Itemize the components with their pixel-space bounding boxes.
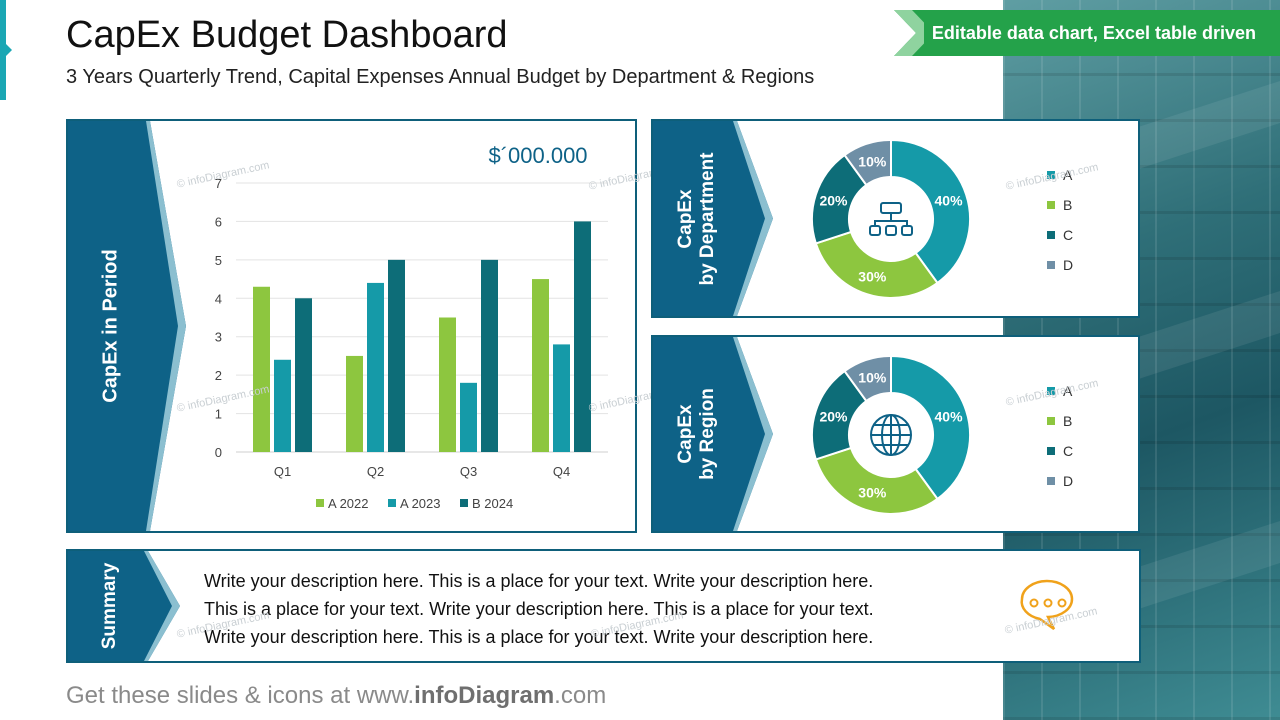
legend-label: A: [1063, 167, 1073, 183]
bar-q2-b-2024: [388, 259, 405, 452]
bar-q2-a-2023: [367, 282, 384, 452]
slice-value-label: 40%: [935, 408, 964, 424]
legend-swatch: [1047, 387, 1055, 395]
bar-q4-a-2023: [553, 344, 570, 452]
x-tick-label: Q2: [367, 464, 384, 479]
y-tick-label: 3: [215, 330, 222, 345]
legend-swatch: [1047, 261, 1055, 269]
legend-swatch: [316, 499, 324, 507]
x-tick-label: Q1: [274, 464, 291, 479]
legend-label: D: [1063, 473, 1073, 489]
y-tick-label: 2: [215, 368, 222, 383]
slice-value-label: 30%: [858, 269, 887, 285]
legend-swatch: [1047, 447, 1055, 455]
slice-value-label: 20%: [819, 192, 848, 208]
legend-label: B: [1063, 197, 1072, 213]
editable-ribbon: Editable data chart, Excel table driven: [894, 10, 1280, 56]
y-tick-label: 6: [215, 214, 222, 229]
y-tick-label: 5: [215, 253, 222, 268]
legend-swatch: [1047, 417, 1055, 425]
slice-value-label: 40%: [935, 192, 964, 208]
legend-swatch: [460, 499, 468, 507]
slice-a: [890, 354, 971, 501]
bar-q3-a-2022: [439, 317, 456, 452]
legend-label: A 2022: [328, 496, 369, 511]
bar-q2-a-2022: [346, 355, 363, 452]
summary-line: This is a place for your text. Write you…: [204, 599, 874, 619]
left-accent-bar: [0, 0, 12, 100]
footer-brand: infoDiagram: [414, 682, 555, 709]
y-tick-label: 0: [215, 445, 222, 460]
legend-label: D: [1063, 257, 1073, 273]
slice-d: [843, 354, 892, 403]
bar-q3-b-2024: [481, 259, 498, 452]
slice-value-label: 10%: [858, 369, 887, 385]
slice-a: [890, 138, 971, 285]
summary-line: Write your description here. This is a p…: [204, 571, 874, 591]
bar-q1-a-2022: [253, 286, 270, 452]
summary-side-label: Summary: [68, 551, 180, 661]
summary-text: Write your description here. This is a p…: [204, 567, 874, 651]
legend-label: A 2023: [400, 496, 441, 511]
legend-label: B: [1063, 413, 1072, 429]
bar-q1-b-2024: [295, 298, 312, 452]
legend-label: A: [1063, 383, 1073, 399]
capex-department-panel: CapEx by Department 40% 30% 20% 10% A B C D © i…: [651, 119, 1140, 318]
x-tick-label: Q4: [553, 464, 570, 479]
legend-swatch: [1047, 477, 1055, 485]
legend-swatch: [388, 499, 396, 507]
y-tick-label: 4: [215, 291, 222, 306]
slice-value-label: 10%: [858, 153, 887, 169]
ribbon-text: Editable data chart, Excel table driven: [931, 22, 1256, 43]
y-tick-label: 1: [215, 407, 222, 422]
speech-bubble-icon: [1020, 579, 1074, 631]
bar-q1-a-2023: [274, 359, 291, 452]
footer: Get these slides & icons at www.infoDiag…: [66, 682, 606, 710]
capex-period-panel: CapEx in Period $´000.000 0 1 2 3 4 5 6 7 Q1 Q2 Q3 Q…: [66, 119, 683, 533]
chart-title: $´000.000: [488, 143, 587, 168]
slice-d: [843, 138, 892, 187]
slice-b: [814, 230, 939, 299]
slice-value-label: 20%: [819, 408, 848, 424]
bar-q4-a-2022: [532, 279, 549, 452]
bar-chart: $´000.000 0 1 2 3 4 5 6 7 Q1 Q2 Q3 Q4 A 2022 A 2023 B 2…: [215, 143, 608, 511]
capex-region-panel: CapEx by Region 40% 30% 20% 10% A B C D © infoD…: [651, 335, 1140, 533]
bar-q3-a-2023: [460, 382, 477, 452]
legend-label: C: [1063, 227, 1073, 243]
bar-q4-b-2024: [574, 221, 591, 452]
legend-label: C: [1063, 443, 1073, 459]
footer-pre: Get these slides & icons at www.: [66, 682, 415, 709]
summary-panel: Summary Write your description here. Thi…: [66, 549, 1141, 663]
org-chart-icon: [869, 202, 913, 236]
slice-b: [814, 446, 939, 515]
legend-swatch: [1047, 171, 1055, 179]
slice-value-label: 30%: [858, 485, 887, 501]
x-tick-label: Q3: [460, 464, 477, 479]
page-title: CapEx Budget Dashboard: [66, 14, 508, 56]
legend-label: B 2024: [472, 496, 513, 511]
summary-label: Summary: [99, 562, 121, 650]
globe-icon: [870, 414, 912, 456]
legend-swatch: [1047, 231, 1055, 239]
page-subtitle: 3 Years Quarterly Trend, Capital Expense…: [66, 66, 815, 88]
y-tick-label: 7: [215, 176, 222, 191]
footer-post: .com: [554, 682, 607, 709]
summary-line: Write your description here. This is a p…: [204, 627, 874, 647]
legend-swatch: [1047, 201, 1055, 209]
